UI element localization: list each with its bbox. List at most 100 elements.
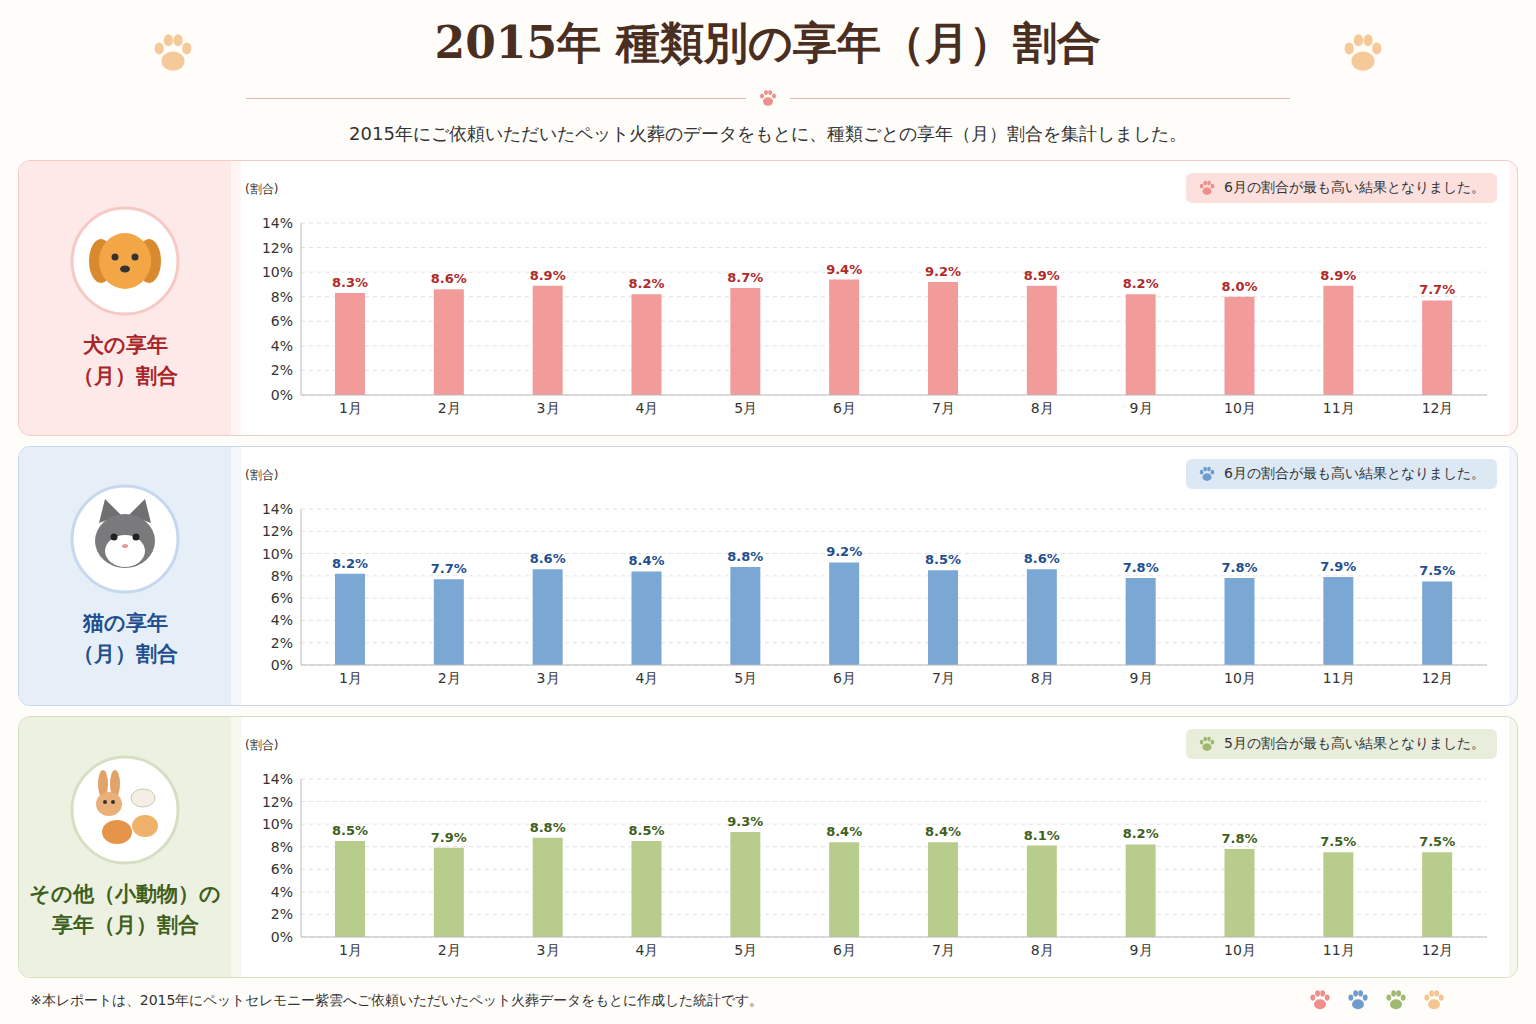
svg-text:3月: 3月	[537, 942, 560, 958]
svg-text:11月: 11月	[1323, 400, 1355, 416]
svg-text:2%: 2%	[271, 362, 293, 378]
svg-text:8.1%: 8.1%	[1024, 828, 1060, 843]
svg-text:2月: 2月	[438, 942, 461, 958]
svg-text:12%: 12%	[262, 794, 293, 810]
svg-text:8.3%: 8.3%	[332, 275, 368, 290]
svg-text:9.2%: 9.2%	[826, 544, 862, 559]
svg-text:4%: 4%	[271, 612, 293, 628]
svg-text:8.4%: 8.4%	[925, 824, 961, 839]
svg-text:7月: 7月	[932, 400, 955, 416]
svg-text:5月: 5月	[734, 400, 757, 416]
svg-text:8.2%: 8.2%	[1123, 276, 1159, 291]
svg-text:7.5%: 7.5%	[1320, 834, 1356, 849]
svg-text:9月: 9月	[1130, 400, 1153, 416]
svg-text:8.7%: 8.7%	[727, 270, 763, 285]
svg-text:6%: 6%	[271, 861, 293, 877]
svg-text:8月: 8月	[1031, 400, 1054, 416]
svg-text:12月: 12月	[1422, 670, 1454, 686]
svg-text:7.5%: 7.5%	[1419, 834, 1455, 849]
svg-text:8.9%: 8.9%	[530, 268, 566, 283]
svg-text:1月: 1月	[339, 400, 362, 416]
svg-text:12月: 12月	[1422, 942, 1454, 958]
svg-text:0%: 0%	[271, 929, 293, 945]
svg-text:6%: 6%	[271, 590, 293, 606]
svg-text:7.8%: 7.8%	[1221, 831, 1257, 846]
svg-text:7.7%: 7.7%	[431, 561, 467, 576]
svg-text:8%: 8%	[271, 568, 293, 584]
svg-text:9月: 9月	[1130, 942, 1153, 958]
svg-text:12%: 12%	[262, 240, 293, 256]
svg-text:6月: 6月	[833, 942, 856, 958]
svg-text:8.6%: 8.6%	[530, 551, 566, 566]
html-text:2015年 種類別の享年（月）割合: 2015年 種類別の享年（月）割合	[434, 17, 1102, 68]
svg-text:8.8%: 8.8%	[530, 820, 566, 835]
svg-text:7.8%: 7.8%	[1221, 560, 1257, 575]
svg-text:2%: 2%	[271, 906, 293, 922]
svg-text:14%: 14%	[262, 771, 293, 787]
svg-text:7月: 7月	[932, 942, 955, 958]
svg-text:6%: 6%	[271, 313, 293, 329]
svg-text:7月: 7月	[932, 670, 955, 686]
svg-text:11月: 11月	[1323, 670, 1355, 686]
svg-text:6月: 6月	[833, 400, 856, 416]
svg-text:9.2%: 9.2%	[925, 264, 961, 279]
svg-text:12月: 12月	[1422, 400, 1454, 416]
svg-text:8.2%: 8.2%	[1123, 826, 1159, 841]
svg-text:8.2%: 8.2%	[332, 556, 368, 571]
svg-text:8.2%: 8.2%	[628, 276, 664, 291]
svg-text:8.0%: 8.0%	[1221, 279, 1257, 294]
svg-text:5月: 5月	[734, 942, 757, 958]
svg-text:4月: 4月	[635, 670, 658, 686]
svg-text:8.8%: 8.8%	[727, 549, 763, 564]
svg-text:8.5%: 8.5%	[925, 552, 961, 567]
svg-text:8月: 8月	[1031, 942, 1054, 958]
svg-text:8%: 8%	[271, 289, 293, 305]
svg-text:7.9%: 7.9%	[1320, 559, 1356, 574]
svg-text:10月: 10月	[1224, 400, 1256, 416]
svg-text:3月: 3月	[537, 670, 560, 686]
svg-text:8.4%: 8.4%	[826, 824, 862, 839]
svg-text:10月: 10月	[1224, 670, 1256, 686]
svg-text:4月: 4月	[635, 942, 658, 958]
svg-text:8.6%: 8.6%	[431, 271, 467, 286]
svg-text:9.4%: 9.4%	[826, 262, 862, 277]
svg-text:0%: 0%	[271, 657, 293, 673]
svg-text:12%: 12%	[262, 523, 293, 539]
svg-text:14%: 14%	[262, 215, 293, 231]
svg-text:7.5%: 7.5%	[1419, 563, 1455, 578]
svg-text:10%: 10%	[262, 816, 293, 832]
svg-text:11月: 11月	[1323, 942, 1355, 958]
svg-text:7.9%: 7.9%	[431, 830, 467, 845]
svg-text:8.9%: 8.9%	[1320, 268, 1356, 283]
svg-text:10%: 10%	[262, 264, 293, 280]
svg-text:1月: 1月	[339, 670, 362, 686]
svg-text:8.9%: 8.9%	[1024, 268, 1060, 283]
svg-text:4%: 4%	[271, 884, 293, 900]
svg-text:4月: 4月	[635, 400, 658, 416]
svg-text:8.4%: 8.4%	[628, 553, 664, 568]
svg-text:4%: 4%	[271, 338, 293, 354]
svg-text:2月: 2月	[438, 400, 461, 416]
svg-text:10%: 10%	[262, 546, 293, 562]
svg-text:8.6%: 8.6%	[1024, 551, 1060, 566]
svg-text:10月: 10月	[1224, 942, 1256, 958]
svg-text:14%: 14%	[262, 501, 293, 517]
svg-text:2%: 2%	[271, 635, 293, 651]
svg-text:9月: 9月	[1130, 670, 1153, 686]
html-text:犬の享年: 犬の享年	[82, 331, 168, 357]
svg-text:0%: 0%	[271, 387, 293, 403]
svg-text:2月: 2月	[438, 670, 461, 686]
svg-text:7.8%: 7.8%	[1123, 560, 1159, 575]
svg-text:3月: 3月	[537, 400, 560, 416]
svg-text:5月: 5月	[734, 670, 757, 686]
svg-text:8月: 8月	[1031, 670, 1054, 686]
svg-text:9.3%: 9.3%	[727, 814, 763, 829]
svg-text:7.7%: 7.7%	[1419, 282, 1455, 297]
html-text:猫の享年: 猫の享年	[82, 609, 168, 635]
html-text:その他（小動物）の: その他（小動物）の	[29, 880, 221, 906]
svg-text:6月: 6月	[833, 670, 856, 686]
svg-text:1月: 1月	[339, 942, 362, 958]
svg-text:8.5%: 8.5%	[628, 823, 664, 838]
svg-text:8%: 8%	[271, 839, 293, 855]
svg-text:8.5%: 8.5%	[332, 823, 368, 838]
